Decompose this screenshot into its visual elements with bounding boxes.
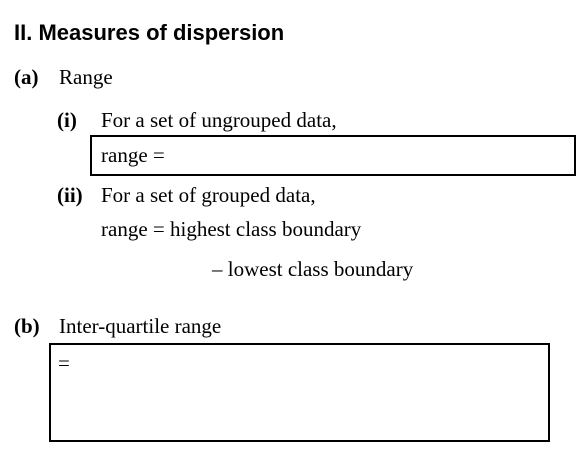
section-heading: II. Measures of dispersion (14, 20, 285, 45)
part-b-title: Inter-quartile range (59, 314, 222, 338)
interquartile-range-answer-box[interactable]: = (49, 343, 550, 442)
grouped-range-formula-line1: range = highest class boundary (101, 217, 362, 241)
ungrouped-range-answer-box[interactable]: range = (90, 135, 576, 176)
interquartile-range-prompt: = (58, 351, 70, 375)
sub-i-marker: (i) (57, 108, 77, 132)
part-b-marker: (b) (14, 314, 40, 338)
sub-ii-text: For a set of grouped data, (101, 183, 316, 207)
ungrouped-range-prompt: range = (101, 143, 165, 167)
grouped-range-formula-line2: – lowest class boundary (212, 257, 414, 281)
part-a-marker: (a) (14, 65, 39, 89)
sub-i-text: For a set of ungrouped data, (101, 108, 337, 132)
sub-ii-marker: (ii) (57, 183, 83, 207)
part-a-title: Range (59, 65, 113, 89)
